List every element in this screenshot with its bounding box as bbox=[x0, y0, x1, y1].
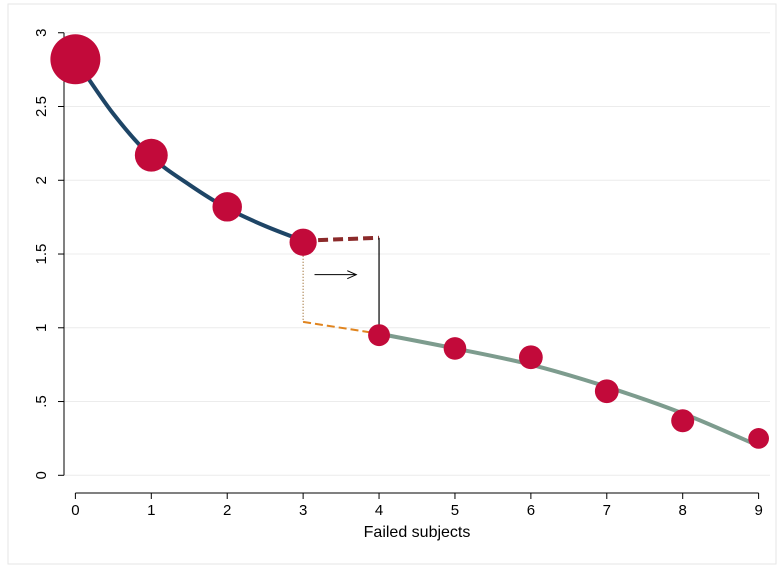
x-tick-label: 9 bbox=[754, 502, 762, 519]
data-point bbox=[518, 345, 543, 370]
data-point bbox=[212, 192, 242, 222]
axes bbox=[58, 32, 760, 499]
data-point bbox=[368, 324, 390, 347]
x-tick-label: 3 bbox=[299, 502, 307, 519]
x-tick-label: 2 bbox=[223, 502, 231, 519]
data-point bbox=[748, 428, 769, 449]
fit-line-low bbox=[73, 57, 306, 243]
y-tick-label: 1.5 bbox=[33, 244, 50, 265]
x-tick-label: 6 bbox=[527, 502, 535, 519]
x-tick-label: 4 bbox=[375, 502, 383, 519]
data-point bbox=[671, 409, 695, 433]
x-tick-label: 8 bbox=[679, 502, 687, 519]
data-point bbox=[594, 379, 619, 404]
plot-area bbox=[7, 3, 777, 565]
x-tick-label: 5 bbox=[451, 502, 459, 519]
y-tick-label: .5 bbox=[33, 395, 50, 408]
x-tick-label: 7 bbox=[603, 502, 611, 519]
y-tick-label: 2.5 bbox=[33, 96, 50, 117]
y-tick-label: 1 bbox=[33, 324, 50, 332]
arrow-head bbox=[347, 270, 358, 280]
extension-line-high bbox=[302, 320, 380, 335]
data-point bbox=[443, 337, 467, 360]
y-tick-label: 3 bbox=[33, 29, 50, 37]
data-point bbox=[50, 34, 101, 85]
data-point bbox=[134, 138, 168, 172]
data-point bbox=[289, 228, 317, 256]
x-axis-title: Failed subjects bbox=[364, 524, 471, 541]
data-points bbox=[50, 34, 769, 449]
x-tick-label: 0 bbox=[71, 502, 79, 519]
x-tick-label: 1 bbox=[147, 502, 155, 519]
extension-line-low bbox=[303, 235, 380, 243]
y-tick-label: 2 bbox=[33, 176, 50, 184]
y-tick-label: 0 bbox=[33, 471, 50, 479]
axis-labels: 0 1 2 3 4 5 6 7 8 9 0 .5 1 1.5 2 2.5 3 bbox=[33, 29, 763, 519]
